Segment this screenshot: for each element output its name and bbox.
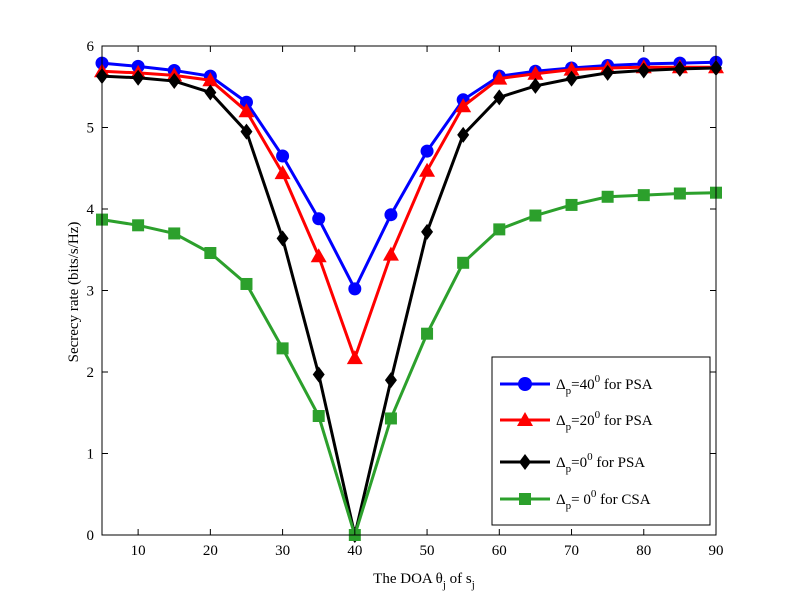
- data-point-s0-4: [239, 95, 253, 109]
- data-point-s3-13: [565, 198, 578, 211]
- data-point-s3-11: [493, 223, 506, 236]
- x-tick-label-50: 50: [420, 543, 435, 559]
- legend-entry-delta20-psa: Δp=200 for PSA: [500, 409, 653, 433]
- x-tick-label-40: 40: [347, 543, 362, 559]
- x-tick-label-70: 70: [564, 543, 579, 559]
- data-point-s3-14: [601, 190, 614, 203]
- legend-entry-delta0-psa: Δp=00 for PSA: [500, 451, 645, 475]
- legend-marker-diamond: [519, 454, 531, 470]
- legend-label-delta0: Δp=00 for PSA: [556, 451, 645, 475]
- data-point-s1-12: [527, 65, 544, 80]
- data-point-s3-8: [384, 412, 397, 425]
- legend-label-csa: Δp= 00 for CSA: [556, 488, 651, 512]
- y-tick-label-4: 4: [87, 202, 95, 218]
- data-point-s2-12: [529, 77, 542, 94]
- y-tick-label-5: 5: [87, 121, 95, 137]
- data-point-s1-7: [346, 350, 363, 365]
- y-tick-label-6: 6: [87, 39, 95, 55]
- data-point-s1-11: [491, 70, 508, 85]
- data-point-s0-5: [276, 149, 290, 163]
- data-point-s1-9: [419, 162, 436, 177]
- x-axis-title-theta-sub: j: [442, 579, 446, 591]
- data-point-s2-15: [637, 62, 650, 79]
- data-point-s3-10: [457, 256, 470, 269]
- series-line-2: [101, 66, 717, 536]
- y-axis-title: Secrecy rate (bits/s/Hz): [66, 222, 82, 363]
- data-point-s1-4: [238, 103, 255, 118]
- data-point-s0-8: [384, 208, 398, 222]
- data-point-s3-16: [673, 187, 686, 200]
- y-tick-label-2: 2: [87, 365, 95, 381]
- data-point-s2-1: [132, 69, 145, 86]
- legend-entry-delta0-csa: Δp= 00 for CSA: [500, 488, 651, 512]
- data-point-s3-2: [168, 227, 181, 240]
- y-tick-label-3: 3: [87, 284, 95, 300]
- data-point-s1-10: [455, 98, 472, 113]
- data-point-s2-2: [168, 73, 181, 90]
- data-point-s2-10: [457, 126, 470, 143]
- data-point-s2-14: [601, 64, 614, 81]
- legend-entry-delta40-psa: Δp=400 for PSA: [500, 373, 653, 397]
- data-point-s1-13: [563, 61, 580, 76]
- data-point-s3-4: [240, 277, 253, 290]
- data-point-s1-8: [382, 246, 399, 261]
- x-tick-label-60: 60: [492, 543, 507, 559]
- data-point-s3-15: [637, 189, 650, 202]
- data-point-s3-3: [204, 247, 217, 260]
- x-tick-label-90: 90: [709, 543, 724, 559]
- x-tick-label-10: 10: [131, 543, 146, 559]
- x-axis-title: The DOA θj of sj: [373, 571, 475, 591]
- legend-label-delta40: Δp=400 for PSA: [556, 373, 653, 397]
- data-point-s1-6: [310, 248, 327, 263]
- data-point-s0-6: [312, 212, 326, 226]
- data-point-s2-3: [204, 84, 217, 101]
- data-point-s2-11: [493, 89, 506, 106]
- series-line-3: [101, 191, 717, 541]
- data-point-s0-9: [420, 144, 434, 158]
- data-point-s3-12: [529, 209, 542, 222]
- data-point-s3-1: [132, 219, 145, 232]
- x-axis-title-tail-sub: j: [471, 579, 475, 591]
- data-point-s2-8: [384, 372, 397, 389]
- x-tick-label-30: 30: [275, 543, 290, 559]
- data-point-s2-4: [240, 123, 253, 140]
- x-axis-title-middle: of s: [446, 571, 472, 587]
- data-point-s3-9: [421, 327, 434, 340]
- series-line-1: [101, 65, 716, 363]
- y-tick-label-1: 1: [87, 447, 95, 463]
- y-tick-label-0: 0: [87, 528, 95, 544]
- legend-marker-square: [519, 493, 531, 505]
- legend-label-delta20: Δp=200 for PSA: [556, 409, 653, 433]
- data-point-s2-16: [673, 60, 686, 77]
- data-point-s1-5: [274, 165, 291, 180]
- x-tick-label-20: 20: [203, 543, 218, 559]
- x-axis-title-prefix: The DOA: [373, 571, 436, 587]
- plot-area: [94, 55, 724, 543]
- data-point-s0-7: [348, 282, 362, 296]
- legend-marker-circle: [518, 377, 532, 391]
- data-point-s3-6: [312, 410, 325, 423]
- data-point-s2-9: [421, 223, 434, 240]
- data-point-s2-13: [565, 70, 578, 87]
- data-point-s2-6: [312, 366, 325, 383]
- x-tick-label-80: 80: [636, 543, 651, 559]
- legend-marker-triangle: [517, 412, 533, 426]
- data-point-s2-5: [276, 230, 289, 247]
- x-axis-title-theta: θ: [436, 571, 443, 587]
- data-point-s3-5: [276, 342, 289, 355]
- legend: Δp=400 for PSA Δp=200 for PSA Δp=00 for …: [491, 356, 711, 526]
- axes: 10 20 30 40 50 60 70 80 90 0 1 2 3 4 5 6: [87, 39, 724, 559]
- data-point-s1-3: [202, 72, 219, 87]
